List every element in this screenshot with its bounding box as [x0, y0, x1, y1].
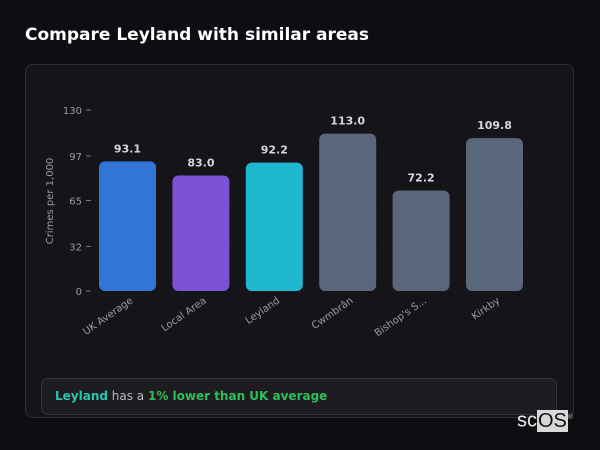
page-title: Compare Leyland with similar areas: [25, 25, 370, 45]
bar-5: [466, 138, 523, 291]
data-label: 93.1: [114, 142, 141, 155]
data-label: 83.0: [187, 156, 214, 169]
x-tick-label: Leyland: [244, 295, 282, 326]
bar-0: [99, 161, 156, 291]
scos-logo: scOS®: [517, 409, 574, 432]
y-tick-label: 0: [76, 287, 82, 298]
y-axis-label: Crimes per 1,000: [45, 158, 56, 245]
x-tick-label: Local Area: [160, 295, 209, 334]
callout-area: Leyland: [55, 389, 108, 403]
bar-3: [319, 133, 377, 291]
bar-4: [392, 190, 450, 291]
y-tick-label: 65: [69, 197, 82, 208]
data-label: 92.2: [261, 144, 288, 157]
y-tick-label: 130: [63, 106, 82, 117]
y-tick-label: 97: [69, 152, 82, 163]
callout-comparison: 1% lower than UK average: [147, 389, 328, 403]
bar-1: [172, 175, 230, 291]
comparison-callout: Leyland has a 1% lower than UK average: [41, 378, 557, 415]
x-tick-label: Cwmbrân: [309, 295, 355, 332]
data-label: 109.8: [477, 119, 512, 132]
x-tick-label: Kirkby: [470, 295, 502, 322]
x-tick-label: UK Average: [81, 295, 135, 337]
x-tick-label: Bishop's S...: [373, 295, 429, 339]
callout-text: has a: [107, 389, 148, 403]
y-tick-label: 32: [69, 242, 82, 253]
data-label: 72.2: [408, 171, 435, 184]
bar-2: [245, 162, 303, 291]
data-label: 113.0: [330, 115, 365, 128]
